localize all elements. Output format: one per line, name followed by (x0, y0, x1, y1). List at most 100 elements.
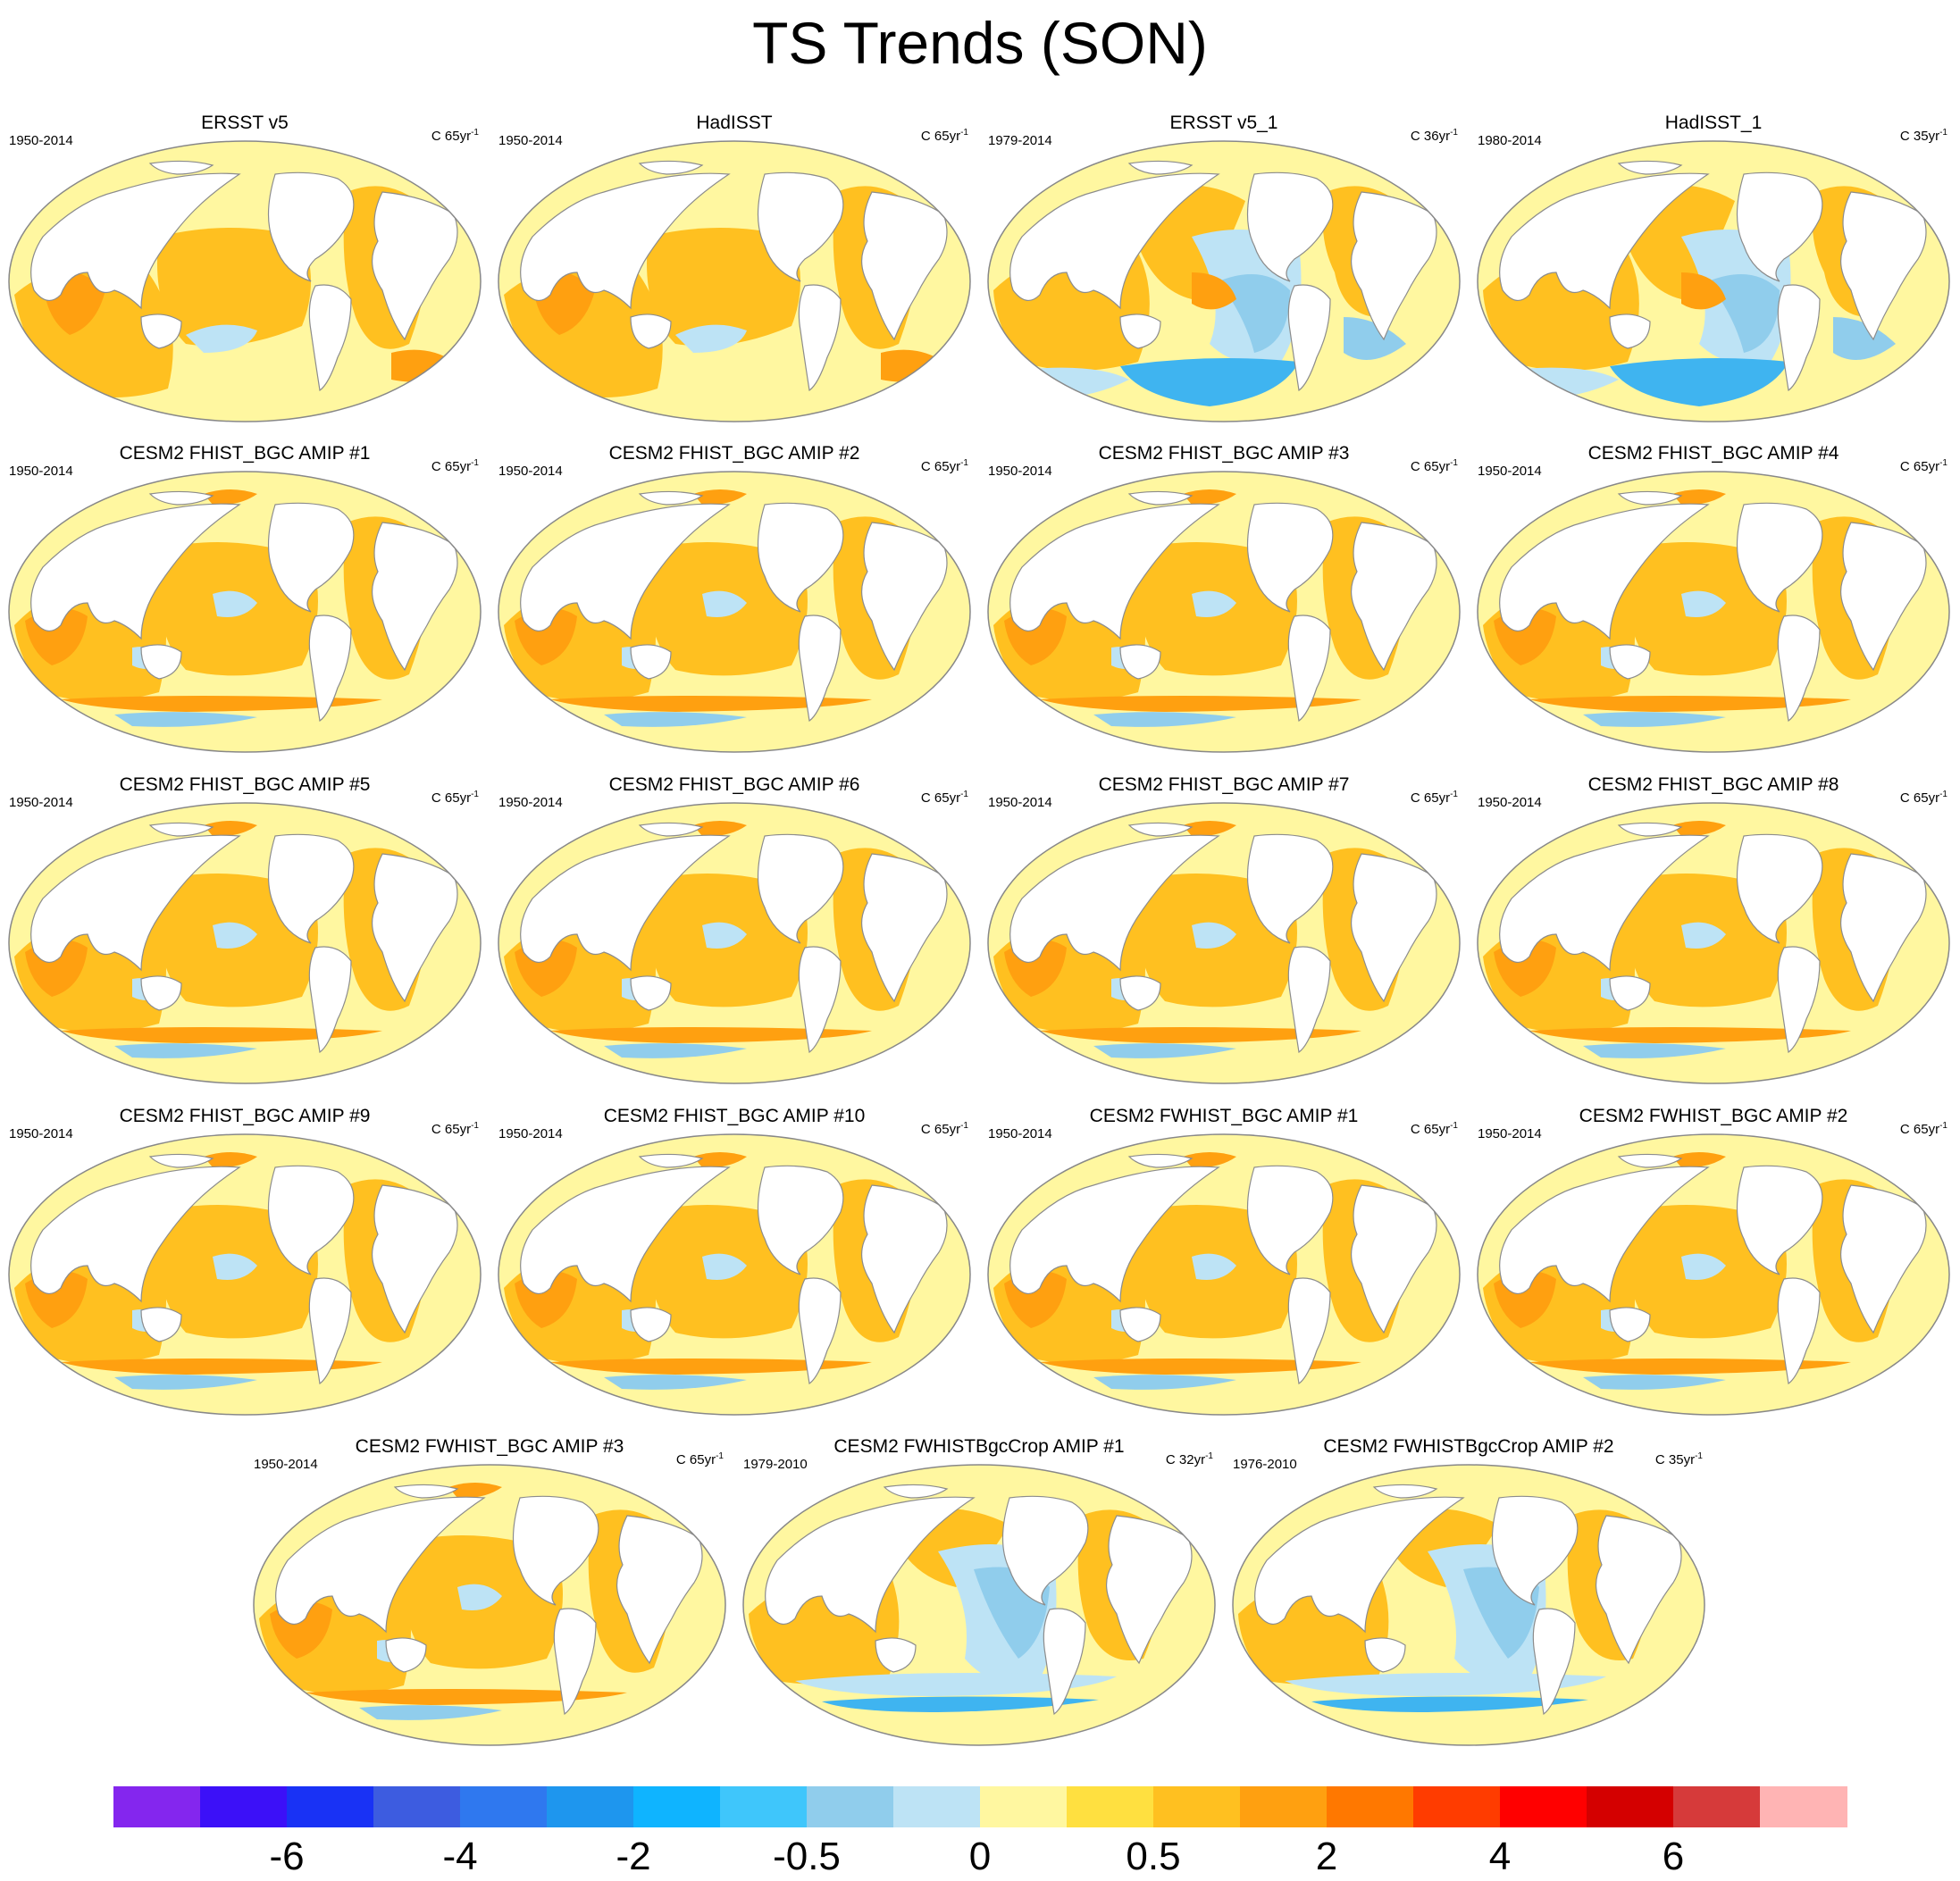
panel-title: CESM2 FHIST_BGC AMIP #8 (1587, 774, 1839, 795)
landmass (1287, 1277, 1331, 1385)
landmass (1119, 644, 1161, 680)
landmass (1777, 614, 1821, 723)
panel-units: C 65yr-1 (431, 1121, 479, 1137)
panel-units: C 65yr-1 (1900, 1121, 1947, 1137)
landmass (520, 1166, 731, 1303)
units-years: 65 (444, 459, 460, 474)
units-suffix: yr (1438, 459, 1451, 474)
landmass (520, 503, 731, 640)
units-suffix: yr (459, 459, 472, 474)
colorbar-swatch (200, 1786, 288, 1827)
panel-title: HadISST_1 (1664, 113, 1763, 133)
units-years: 65 (444, 1122, 460, 1137)
trend-region-orange (204, 1152, 257, 1168)
landmass (148, 160, 214, 175)
trend-region-orange (1529, 1027, 1851, 1043)
trend-region-light-blue (213, 1253, 257, 1280)
trend-region-light-blue (795, 1673, 1117, 1696)
landmass (757, 833, 844, 944)
trend-field (1478, 803, 1949, 1083)
panel-title: CESM2 FWHISTBgcCrop AMIP #2 (1323, 1436, 1614, 1457)
landmass (1009, 503, 1220, 640)
units-exponent: -1 (1695, 1451, 1703, 1461)
landmass (798, 946, 842, 1054)
landmass (638, 1153, 704, 1168)
landmass (520, 172, 731, 310)
units-prefix: C (431, 129, 441, 144)
landmass (1119, 1307, 1161, 1342)
landmass (1499, 1166, 1710, 1303)
landmass (883, 1484, 949, 1499)
trend-region-orange (204, 489, 257, 506)
units-exponent: -1 (471, 458, 479, 468)
trend-field (498, 141, 970, 422)
colorbar-swatch (1413, 1786, 1501, 1827)
trend-region-orange (693, 1152, 747, 1168)
trend-field (498, 803, 970, 1083)
units-exponent: -1 (1450, 458, 1458, 468)
units-years: 35 (1913, 129, 1929, 144)
trend-field (1478, 1134, 1949, 1415)
trend-region-mid-blue (1093, 712, 1236, 727)
units-suffix: yr (1683, 1452, 1696, 1467)
landmass (267, 1165, 355, 1275)
panel-units: C 65yr-1 (1411, 790, 1458, 806)
units-suffix: yr (704, 1452, 716, 1467)
panel-period: 1950-2014 (9, 133, 73, 148)
landmass (140, 1307, 182, 1342)
landmass (520, 834, 731, 972)
world-map (8, 802, 482, 1084)
units-exponent: -1 (1205, 1451, 1213, 1461)
units-suffix: yr (1928, 790, 1940, 806)
trend-region-orange (693, 821, 747, 837)
map-panel: CESM2 FHIST_BGC AMIP #8 1950-2014 C 65yr-1 (1469, 773, 1958, 1095)
units-prefix: C (920, 129, 931, 144)
units-exponent: -1 (1450, 790, 1458, 799)
landmass (308, 1277, 352, 1385)
units-suffix: yr (459, 790, 472, 806)
units-exponent: -1 (1450, 128, 1458, 138)
trend-field (254, 1465, 725, 1745)
trend-region-mid-blue (604, 712, 747, 727)
units-prefix: C (1899, 1122, 1910, 1137)
landmass (1499, 834, 1710, 972)
trend-field (988, 803, 1460, 1083)
landmass (1127, 822, 1194, 837)
panel-period: 1950-2014 (254, 1457, 318, 1472)
units-years: 65 (1423, 1122, 1439, 1137)
units-prefix: C (431, 790, 441, 806)
landmass (1609, 644, 1651, 680)
map-border (498, 1133, 971, 1416)
landmass (1499, 503, 1710, 640)
panel-period: 1950-2014 (988, 464, 1052, 479)
page-title: TS Trends (SON) (752, 10, 1208, 76)
panel-title: ERSST v5 (201, 113, 289, 133)
landmass (1001, 1495, 1089, 1606)
map-border (987, 471, 1461, 753)
landmass (1246, 1165, 1334, 1275)
landmass (875, 1637, 917, 1673)
panel-title: CESM2 FWHIST_BGC AMIP #2 (1579, 1106, 1848, 1126)
trend-region-orange (1681, 272, 1726, 310)
world-map (1477, 1133, 1950, 1416)
landmass (1009, 172, 1220, 310)
trend-region-gold (647, 228, 800, 347)
trend-region-light-blue (702, 922, 747, 949)
panel-units: C 35yr-1 (1900, 128, 1947, 144)
panel-title: ERSST v5_1 (1169, 113, 1278, 133)
map-border (8, 140, 482, 422)
trend-region-mid-blue (604, 1043, 747, 1058)
units-years: 65 (1913, 459, 1929, 474)
units-years: 65 (934, 459, 950, 474)
world-map (8, 471, 482, 753)
units-prefix: C (1899, 459, 1910, 474)
units-prefix: C (1410, 790, 1420, 806)
units-suffix: yr (949, 129, 961, 144)
trend-field (1478, 472, 1949, 752)
world-map (1477, 802, 1950, 1084)
trend-field (498, 472, 970, 752)
units-exponent: -1 (960, 1121, 968, 1131)
map-panel: CESM2 FHIST_BGC AMIP #7 1950-2014 C 65yr-1 (979, 773, 1469, 1095)
trend-field (988, 141, 1460, 422)
trend-region-blue (1610, 358, 1788, 406)
